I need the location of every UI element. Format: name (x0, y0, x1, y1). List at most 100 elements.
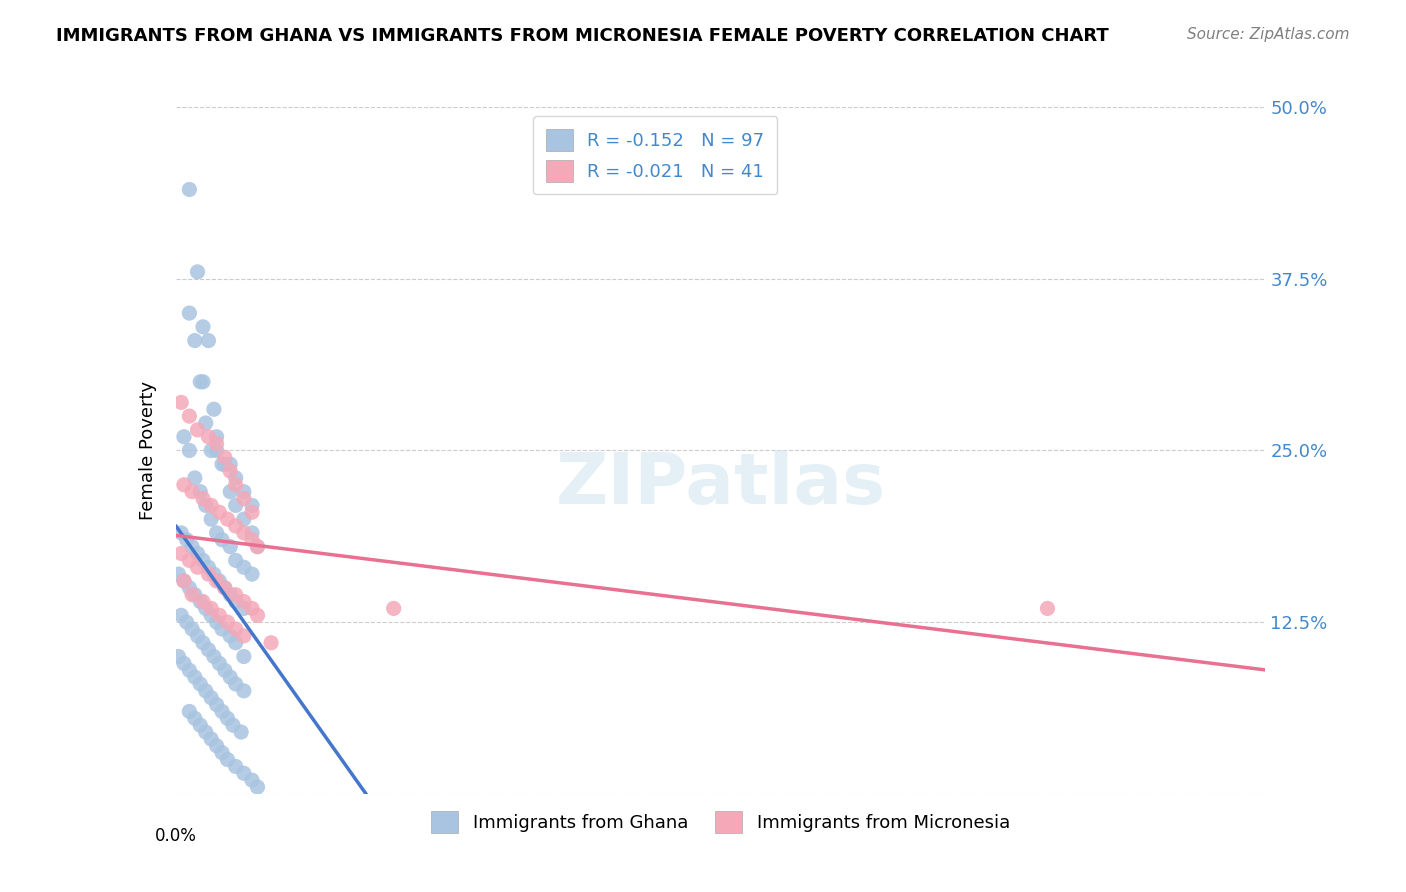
Point (225, 594, 247, 608)
Point (246, 540, 269, 554)
Point (173, 574, 195, 588)
Point (179, 553, 201, 567)
Point (184, 670, 207, 684)
Point (179, 306, 201, 320)
Point (205, 430, 228, 444)
Point (200, 731, 222, 746)
Point (191, 553, 214, 567)
Point (170, 608, 193, 623)
Point (240, 525, 263, 540)
Point (186, 423, 209, 437)
Point (188, 484, 211, 499)
Point (211, 746, 233, 760)
Point (167, 567, 190, 582)
Point (240, 533, 263, 547)
Point (202, 402, 225, 417)
Point (232, 601, 254, 615)
Text: Source: ZipAtlas.com: Source: ZipAtlas.com (1187, 27, 1350, 42)
Point (194, 725, 217, 739)
Point (246, 608, 269, 623)
Point (205, 615, 228, 630)
Point (181, 484, 204, 499)
Point (200, 608, 222, 623)
Point (232, 629, 254, 643)
Point (181, 622, 204, 636)
Point (200, 499, 222, 513)
Point (232, 766, 254, 780)
Point (232, 594, 254, 608)
Point (200, 690, 222, 705)
Point (184, 711, 207, 725)
Point (184, 588, 207, 602)
Point (200, 601, 222, 615)
Point (222, 718, 245, 732)
Point (219, 540, 242, 554)
Point (184, 334, 207, 348)
Point (208, 657, 231, 671)
Point (240, 505, 263, 519)
Point (179, 182, 201, 196)
Point (167, 649, 190, 664)
Point (191, 375, 214, 389)
Point (211, 457, 233, 471)
Point (197, 334, 219, 348)
Point (217, 753, 239, 767)
Point (217, 711, 239, 725)
Point (219, 629, 242, 643)
Point (170, 546, 193, 561)
Point (219, 457, 242, 471)
Point (219, 484, 242, 499)
Point (219, 588, 242, 602)
Point (225, 677, 247, 691)
Point (208, 574, 231, 588)
Point (232, 525, 254, 540)
Point (186, 546, 209, 561)
Point (225, 519, 247, 533)
Point (240, 601, 263, 615)
Point (191, 319, 214, 334)
Point (214, 663, 236, 677)
Point (225, 499, 247, 513)
Point (197, 642, 219, 657)
Point (181, 540, 204, 554)
Point (214, 450, 236, 465)
Point (205, 443, 228, 458)
Point (214, 581, 236, 595)
Point (240, 773, 263, 788)
Point (188, 594, 211, 608)
Point (225, 636, 247, 650)
Point (382, 601, 405, 615)
Point (214, 457, 236, 471)
Point (191, 636, 214, 650)
Point (219, 670, 242, 684)
Point (181, 588, 204, 602)
Point (184, 471, 207, 485)
Point (214, 581, 236, 595)
Point (194, 416, 217, 430)
Point (197, 560, 219, 574)
Point (211, 533, 233, 547)
Point (194, 683, 217, 698)
Point (188, 677, 211, 691)
Point (1036, 601, 1059, 615)
Point (191, 491, 214, 506)
Point (173, 430, 195, 444)
Legend: Immigrants from Ghana, Immigrants from Micronesia: Immigrants from Ghana, Immigrants from M… (425, 804, 1017, 839)
Point (225, 553, 247, 567)
Point (211, 622, 233, 636)
Point (170, 395, 193, 409)
Point (194, 499, 217, 513)
Point (246, 540, 269, 554)
Point (176, 533, 198, 547)
Point (200, 512, 222, 526)
Point (232, 683, 254, 698)
Y-axis label: Female Poverty: Female Poverty (139, 381, 157, 520)
Point (225, 471, 247, 485)
Point (211, 705, 233, 719)
Point (219, 464, 242, 478)
Point (179, 443, 201, 458)
Point (186, 265, 209, 279)
Point (176, 615, 198, 630)
Point (173, 574, 195, 588)
Point (225, 622, 247, 636)
